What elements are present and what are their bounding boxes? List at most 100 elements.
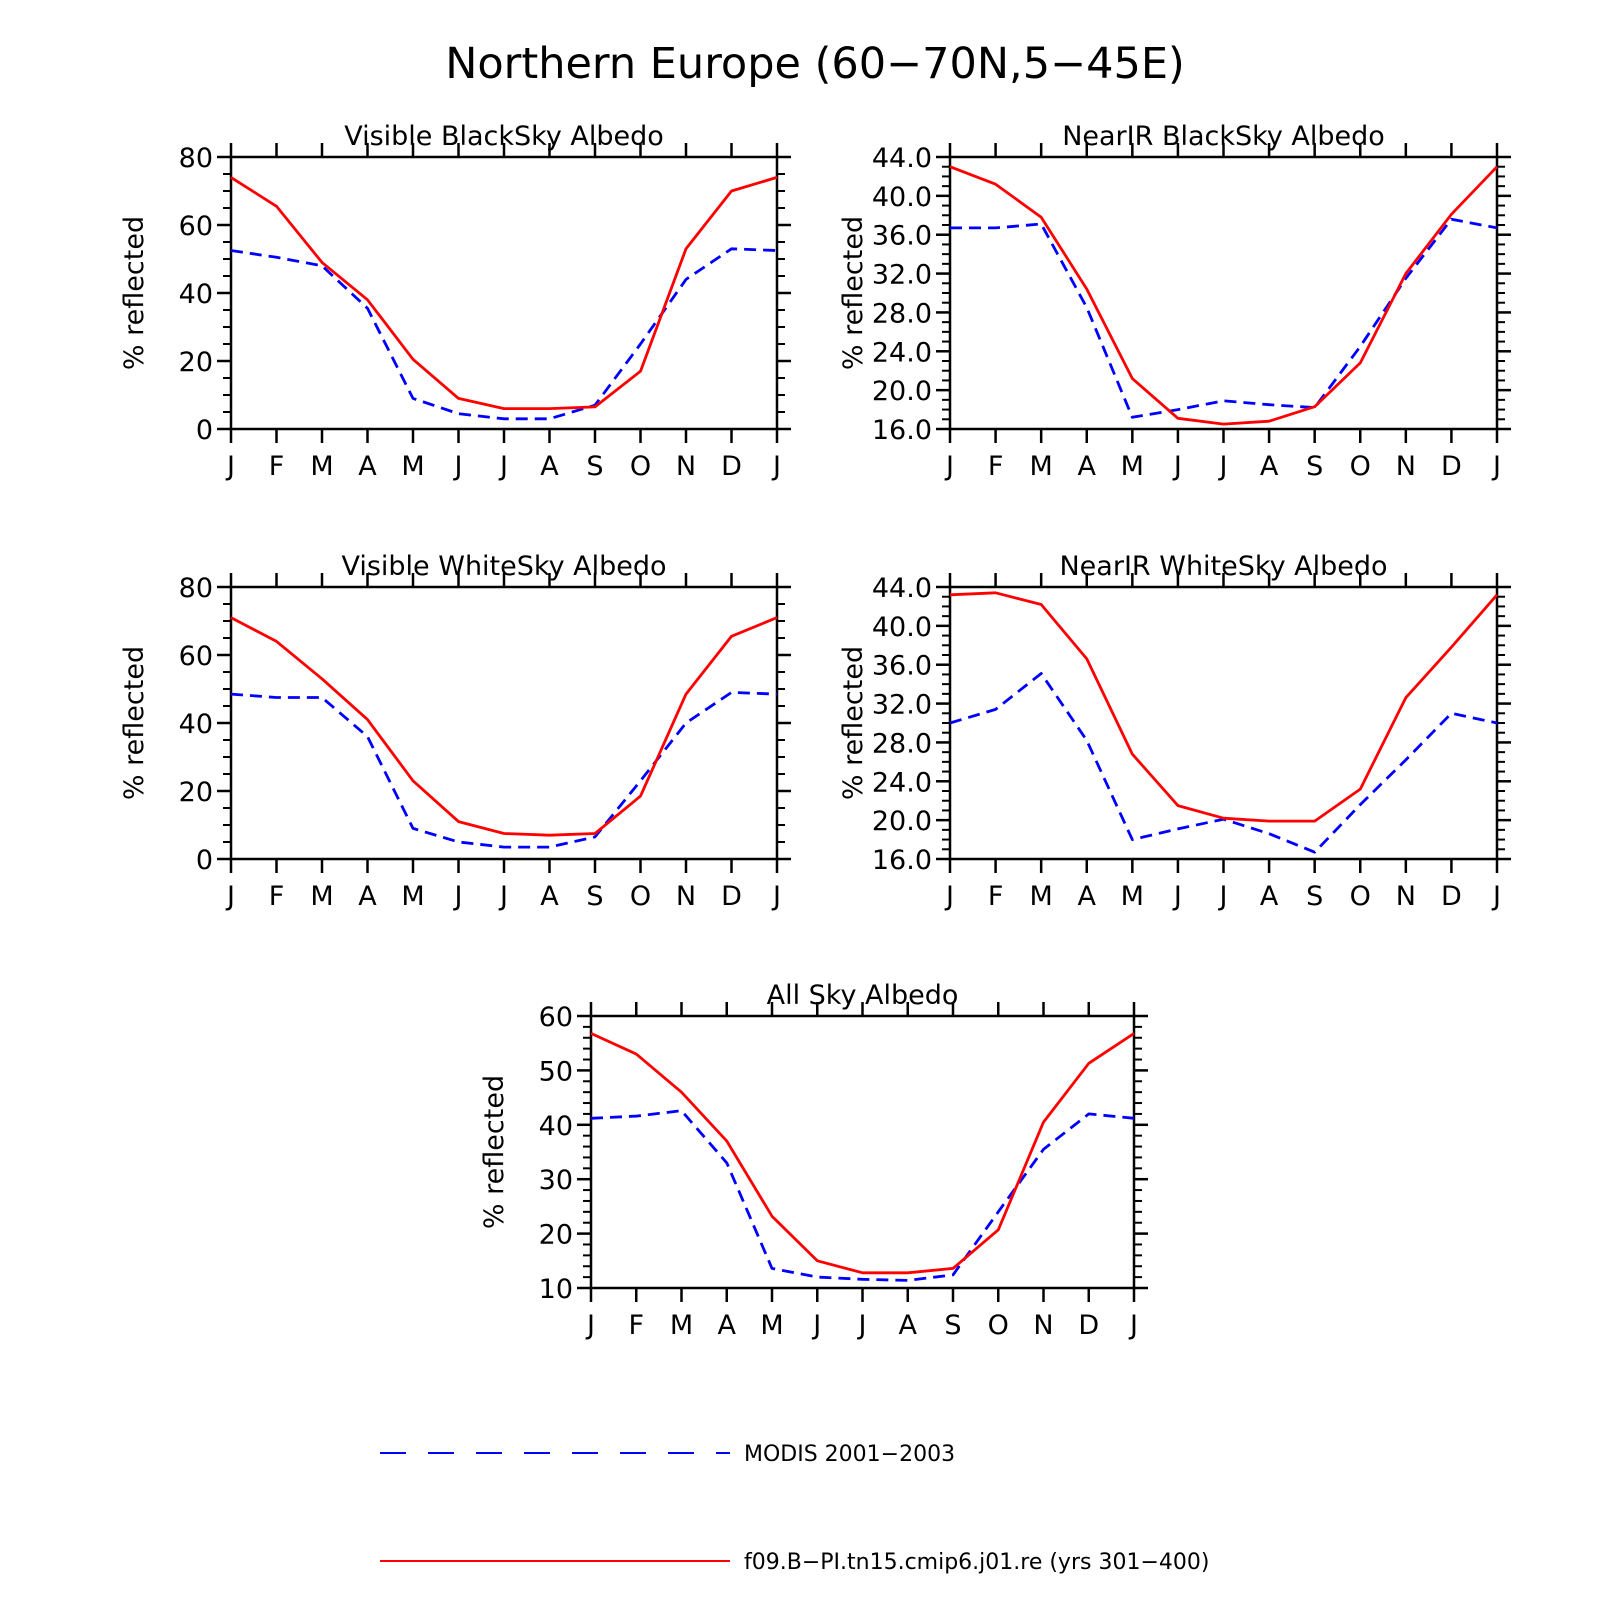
x-tick-label: A: [1078, 881, 1097, 912]
y-tick-label: 20.0: [872, 806, 932, 837]
x-tick-label: O: [630, 881, 651, 912]
y-tick-label: 60: [539, 1002, 573, 1033]
x-tick-label: F: [269, 881, 285, 912]
x-tick-label: F: [988, 451, 1004, 482]
series-line-model: [230, 616, 778, 837]
series-line-modis: [230, 691, 778, 849]
legend-label-model: f09.B−PI.tn15.cmip6.j01.re (yrs 301−400): [744, 1550, 1209, 1575]
series-line-model: [590, 1032, 1135, 1275]
x-tick-label: A: [358, 881, 377, 912]
y-tick-label: 40: [179, 279, 213, 310]
x-tick-label: M: [670, 1310, 693, 1341]
x-tick-label: D: [721, 451, 742, 482]
x-tick-label: D: [1441, 451, 1462, 482]
x-tick-label: M: [310, 881, 333, 912]
y-tick-label: 0: [196, 415, 213, 446]
x-tick-label: A: [899, 1310, 918, 1341]
y-axis-label: % reflected: [119, 216, 150, 370]
x-tick-label: A: [1260, 881, 1279, 912]
x-tick-label: J: [944, 451, 954, 482]
x-tick-label: N: [1396, 451, 1416, 482]
x-tick-label: J: [1172, 451, 1182, 482]
y-tick-label: 44.0: [872, 573, 932, 604]
x-tick-label: F: [988, 881, 1004, 912]
legend: MODIS 2001−2003 f09.B−PI.tn15.cmip6.j01.…: [380, 1442, 1209, 1575]
y-tick-label: 30: [539, 1165, 573, 1196]
series-line-modis: [230, 247, 778, 421]
x-tick-label: N: [1033, 1310, 1053, 1341]
plot-frame: [229, 155, 779, 431]
y-tick-label: 24.0: [872, 767, 932, 798]
x-tick-label: D: [1078, 1310, 1099, 1341]
y-axis-label: % reflected: [119, 646, 150, 800]
x-tick-label: S: [944, 1310, 961, 1341]
y-tick-label: 24.0: [872, 337, 932, 368]
x-tick-label: J: [1491, 881, 1501, 912]
plot-frame: [589, 1014, 1136, 1290]
y-tick-label: 20: [179, 777, 213, 808]
series-line-model: [949, 165, 1499, 426]
y-tick-label: 20: [539, 1220, 573, 1251]
x-tick-label: J: [1218, 451, 1228, 482]
x-tick-label: A: [540, 451, 559, 482]
x-tick-label: S: [586, 881, 603, 912]
y-tick-label: 20.0: [872, 376, 932, 407]
series-line-modis: [590, 1109, 1135, 1282]
x-tick-label: M: [1030, 881, 1053, 912]
x-tick-label: J: [771, 451, 781, 482]
x-tick-label: M: [401, 881, 424, 912]
x-tick-label: N: [676, 451, 696, 482]
series-line-modis: [949, 672, 1498, 854]
y-axis-label: % reflected: [479, 1075, 510, 1229]
x-tick-label: J: [857, 1310, 867, 1341]
x-tick-label: M: [1030, 451, 1053, 482]
x-tick-label: M: [1121, 451, 1144, 482]
x-tick-label: A: [718, 1310, 737, 1341]
series-line-model: [949, 591, 1499, 823]
x-tick-label: M: [760, 1310, 783, 1341]
x-tick-label: D: [721, 881, 742, 912]
x-tick-label: J: [944, 881, 954, 912]
x-tick-label: F: [269, 451, 285, 482]
x-tick-label: J: [453, 451, 463, 482]
x-tick-label: O: [630, 451, 651, 482]
y-tick-label: 60: [179, 211, 213, 242]
y-tick-label: 16.0: [872, 415, 932, 446]
y-tick-label: 0: [196, 845, 213, 876]
legend-label-modis: MODIS 2001−2003: [744, 1442, 955, 1467]
y-tick-label: 16.0: [872, 845, 932, 876]
x-tick-label: A: [1078, 451, 1097, 482]
y-tick-label: 50: [539, 1056, 573, 1087]
x-tick-label: J: [1128, 1310, 1138, 1341]
x-tick-label: J: [1491, 451, 1501, 482]
y-tick-label: 10: [539, 1274, 573, 1305]
x-tick-label: A: [358, 451, 377, 482]
x-tick-label: S: [1306, 451, 1323, 482]
y-tick-label: 40.0: [872, 182, 932, 213]
x-tick-label: J: [225, 881, 235, 912]
y-tick-label: 28.0: [872, 728, 932, 759]
x-tick-label: M: [1121, 881, 1144, 912]
y-tick-label: 40: [539, 1111, 573, 1142]
x-tick-label: J: [585, 1310, 595, 1341]
series-line-model: [230, 176, 778, 411]
y-tick-label: 36.0: [872, 651, 932, 682]
series-line-modis: [950, 217, 1498, 419]
x-tick-label: S: [1306, 881, 1323, 912]
x-tick-label: O: [1350, 881, 1371, 912]
y-tick-label: 36.0: [872, 221, 932, 252]
x-tick-label: N: [1396, 881, 1416, 912]
x-tick-label: J: [771, 881, 781, 912]
y-axis-label: % reflected: [838, 646, 869, 800]
plot-frame: [948, 155, 1499, 431]
x-tick-label: A: [1260, 451, 1279, 482]
y-tick-label: 32.0: [872, 690, 932, 721]
x-tick-label: J: [498, 881, 508, 912]
